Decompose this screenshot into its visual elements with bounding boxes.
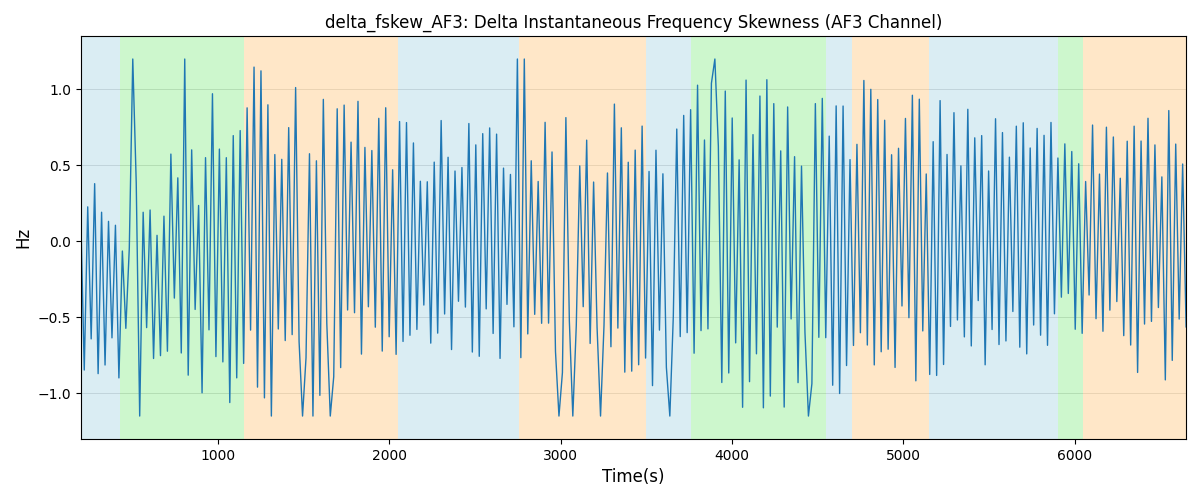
Bar [244,36,398,439]
X-axis label: Time(s): Time(s) [602,468,665,486]
Bar [852,36,929,439]
Bar [691,36,827,439]
Bar [647,36,691,439]
Bar [520,36,647,439]
Bar [1057,36,1084,439]
Bar [1084,36,1186,439]
Bar [827,36,852,439]
Y-axis label: Hz: Hz [14,227,32,248]
Title: delta_fskew_AF3: Delta Instantaneous Frequency Skewness (AF3 Channel): delta_fskew_AF3: Delta Instantaneous Fre… [325,14,942,32]
Bar [120,36,244,439]
Bar [929,36,1057,439]
Bar [80,36,120,439]
Bar [398,36,520,439]
